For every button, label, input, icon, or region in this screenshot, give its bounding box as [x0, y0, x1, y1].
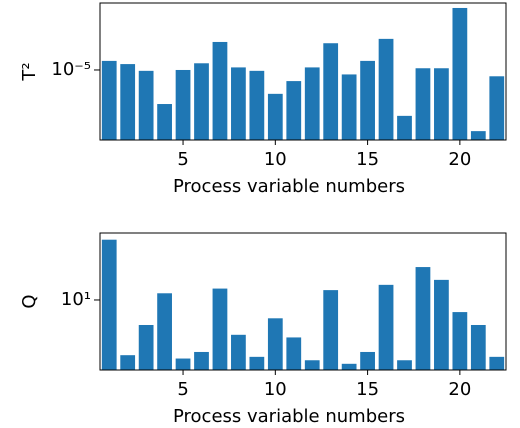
x-tick-label: 10	[264, 149, 287, 170]
x-tick-label: 10	[264, 379, 287, 400]
y-tick-label: 10¹	[61, 289, 91, 310]
bar	[120, 64, 136, 140]
bar	[249, 356, 265, 370]
bar	[323, 290, 339, 370]
y-axis-label: Q	[19, 294, 40, 308]
bar	[101, 60, 117, 141]
x-tick-label: 5	[177, 379, 188, 400]
x-axis-label: Process variable numbers	[173, 406, 405, 427]
bar	[157, 104, 172, 140]
bar	[120, 355, 136, 370]
bar	[470, 324, 486, 370]
bar	[341, 363, 357, 370]
bar	[267, 93, 283, 140]
x-tick-label: 15	[356, 379, 379, 400]
bar	[231, 334, 246, 370]
bar	[286, 81, 302, 140]
bar	[304, 360, 320, 370]
bar	[489, 356, 505, 370]
y-axis-label: T²	[19, 62, 40, 81]
bar	[212, 41, 228, 140]
bar	[470, 131, 486, 140]
x-tick-label: 20	[448, 149, 471, 170]
bar	[434, 68, 449, 140]
bar	[249, 70, 265, 140]
axes-frame	[99, 232, 507, 371]
bar	[360, 351, 375, 370]
bar	[175, 358, 191, 370]
bar	[304, 67, 320, 140]
bar	[415, 68, 431, 140]
axes-frame	[99, 2, 507, 141]
bar	[489, 76, 505, 140]
x-tick-label: 5	[177, 149, 188, 170]
bar	[341, 74, 357, 140]
bar	[194, 351, 209, 370]
bar	[452, 7, 468, 140]
bar	[101, 239, 117, 370]
bar	[286, 337, 302, 370]
bar	[175, 69, 191, 140]
bar	[231, 67, 246, 140]
bar	[452, 312, 468, 370]
x-tick-label: 20	[448, 379, 471, 400]
bar	[138, 324, 154, 370]
bar	[194, 63, 209, 141]
bar	[360, 60, 375, 141]
bar	[415, 267, 431, 370]
bar	[434, 279, 449, 370]
bar	[397, 360, 412, 370]
bar	[397, 115, 412, 140]
bar	[267, 318, 283, 370]
bar	[378, 284, 394, 370]
bar	[378, 38, 394, 140]
x-tick-label: 15	[356, 149, 379, 170]
bar	[157, 293, 172, 370]
bar	[212, 288, 228, 370]
bar	[323, 43, 339, 140]
x-axis-label: Process variable numbers	[173, 176, 405, 197]
y-tick-label: 10⁻⁵	[51, 59, 91, 80]
bar	[138, 70, 154, 140]
